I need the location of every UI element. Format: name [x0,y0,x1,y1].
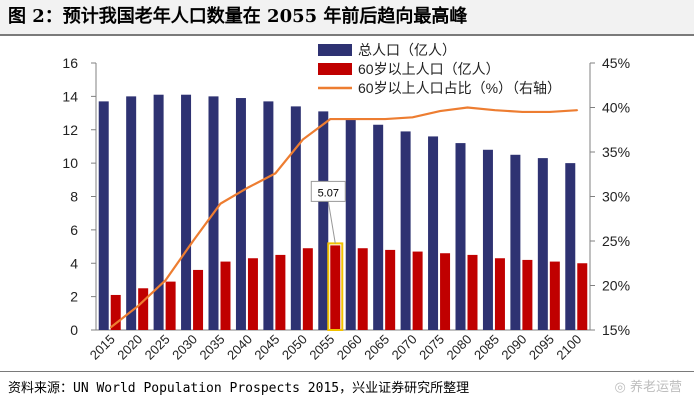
bar-aged-2095 [549,261,560,330]
series-line-ratio [110,106,578,329]
ratio-point-2045 [274,172,277,175]
highlight-callout-pointer [327,201,336,244]
bar-aged-2045 [275,254,286,330]
y-left-tick-label: 0 [70,322,78,338]
bar-total-2045 [263,101,274,330]
legend-aged-label: 60岁以上人口（亿人） [358,61,500,77]
ratio-point-2020 [137,305,139,307]
bar-aged-2070 [412,251,423,330]
legend-aged-swatch [318,63,352,75]
bar-total-2100 [565,163,576,330]
legend-total-swatch [318,44,352,56]
watermark-text: 养老运营 [629,380,682,395]
bar-aged-2030 [193,269,204,330]
ratio-point-2015 [109,326,112,329]
bar-aged-2035 [220,261,231,330]
legend-total-label: 总人口（亿人） [358,42,456,58]
y-left-tick-label: 14 [62,88,78,104]
y-left-tick-label: 10 [62,155,78,171]
bar-aged-2065 [385,249,396,330]
source-divider [0,371,694,372]
bar-aged-2020 [138,288,149,330]
y-left-tick-label: 2 [70,289,78,305]
bar-total-2095 [537,158,548,330]
y-left-tick-label: 16 [62,55,78,71]
legend-ratio-label: 60岁以上人口占比（%）（右轴） [358,80,561,96]
ratio-point-2025 [164,279,167,281]
bar-aged-2060 [357,248,368,330]
bar-total-2075 [428,136,439,330]
ratio-point-2090 [521,111,524,113]
ratio-point-2070 [411,116,414,119]
bar-total-2015 [98,101,109,330]
bar-aged-2015 [110,294,121,330]
ratio-point-2055 [329,118,332,120]
ratio-point-2060 [356,118,359,120]
bar-aged-2080 [467,254,478,330]
bar-total-2040 [235,98,246,330]
bar-total-2030 [181,94,192,330]
y-right-tick-label: 40% [602,100,630,116]
y-right-tick-label: 15% [602,322,630,338]
bar-aged-2100 [577,263,588,330]
y-left-tick-label: 12 [62,122,78,138]
ratio-point-2075 [439,110,441,112]
ratio-point-2050 [302,138,304,141]
y-right-tick-label: 30% [602,189,630,205]
figure-title: 图 2：预计我国老年人口数量在 2055 年前后趋向最高峰 [0,0,694,34]
y-left-tick-label: 8 [70,189,78,205]
bar-total-2065 [373,124,384,331]
bar-total-2050 [290,106,301,330]
y-right-tick-label: 25% [602,233,630,249]
watermark: ◎ 养老运营 [615,376,683,395]
bar-total-2060 [345,118,356,330]
bar-aged-2075 [440,253,451,330]
highlight-callout-label: 5.07 [318,187,339,199]
bar-total-2055 [318,111,329,330]
ratio-point-2100 [576,109,579,111]
bar-aged-2085 [494,258,505,330]
ratio-point-2035 [219,202,222,205]
title-divider [0,34,694,36]
bar-aged-2090 [522,259,533,330]
y-left-tick-label: 6 [70,222,78,238]
wechat-icon: ◎ [614,380,630,395]
y-left-tick-label: 4 [70,255,78,271]
bar-total-2025 [153,94,164,330]
ratio-point-2095 [549,111,551,113]
bar-aged-2055 [330,245,341,330]
y-right-tick-label: 35% [602,144,630,160]
ratio-point-2030 [192,240,194,242]
bar-total-2080 [455,143,466,330]
bar-aged-2025 [165,281,176,330]
bar-total-2090 [510,154,521,330]
y-right-tick-label: 45% [602,55,630,71]
bar-total-2070 [400,131,411,330]
bar-total-2085 [482,149,493,330]
ratio-point-2080 [466,106,469,109]
ratio-point-2040 [247,186,249,189]
y-right-tick-label: 20% [602,278,630,294]
bar-aged-2050 [302,248,313,330]
bar-total-2020 [126,96,137,330]
source-note: 资料来源：UN World Population Prospects 2015，… [8,381,470,396]
ratio-point-2085 [494,109,496,111]
bar-aged-2040 [247,258,258,330]
ratio-point-2065 [384,118,386,120]
